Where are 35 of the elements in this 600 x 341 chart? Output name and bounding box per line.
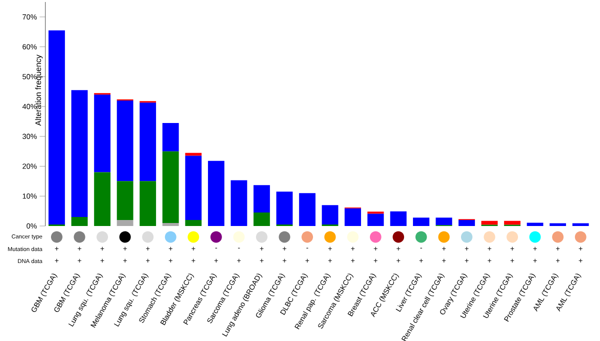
bar [230, 180, 248, 226]
bar [185, 156, 202, 220]
bar [254, 185, 270, 213]
bar [71, 217, 88, 226]
bar [116, 220, 134, 226]
bar [162, 223, 179, 226]
bar [140, 181, 156, 226]
bar [572, 223, 589, 226]
bar [458, 220, 475, 226]
bar [504, 220, 520, 225]
bar [94, 172, 110, 226]
bar [71, 90, 88, 218]
y-axis-title: Alteration frequency [35, 54, 43, 126]
bar [436, 218, 452, 226]
bar [412, 218, 430, 226]
bar [162, 122, 179, 152]
bar [116, 100, 134, 182]
bar [276, 192, 293, 224]
bar [48, 30, 65, 224]
bar [526, 222, 544, 226]
bar [140, 102, 156, 182]
bar [162, 151, 179, 223]
bar [390, 211, 407, 226]
bar [299, 193, 316, 226]
bar [185, 220, 202, 226]
bar [116, 181, 134, 220]
bar [367, 214, 384, 226]
bar [185, 152, 202, 156]
bar [94, 94, 110, 172]
bar [208, 160, 224, 226]
bar [550, 223, 566, 226]
bar [254, 212, 270, 226]
bar [481, 220, 498, 225]
bar [322, 205, 338, 224]
bar [344, 208, 362, 226]
